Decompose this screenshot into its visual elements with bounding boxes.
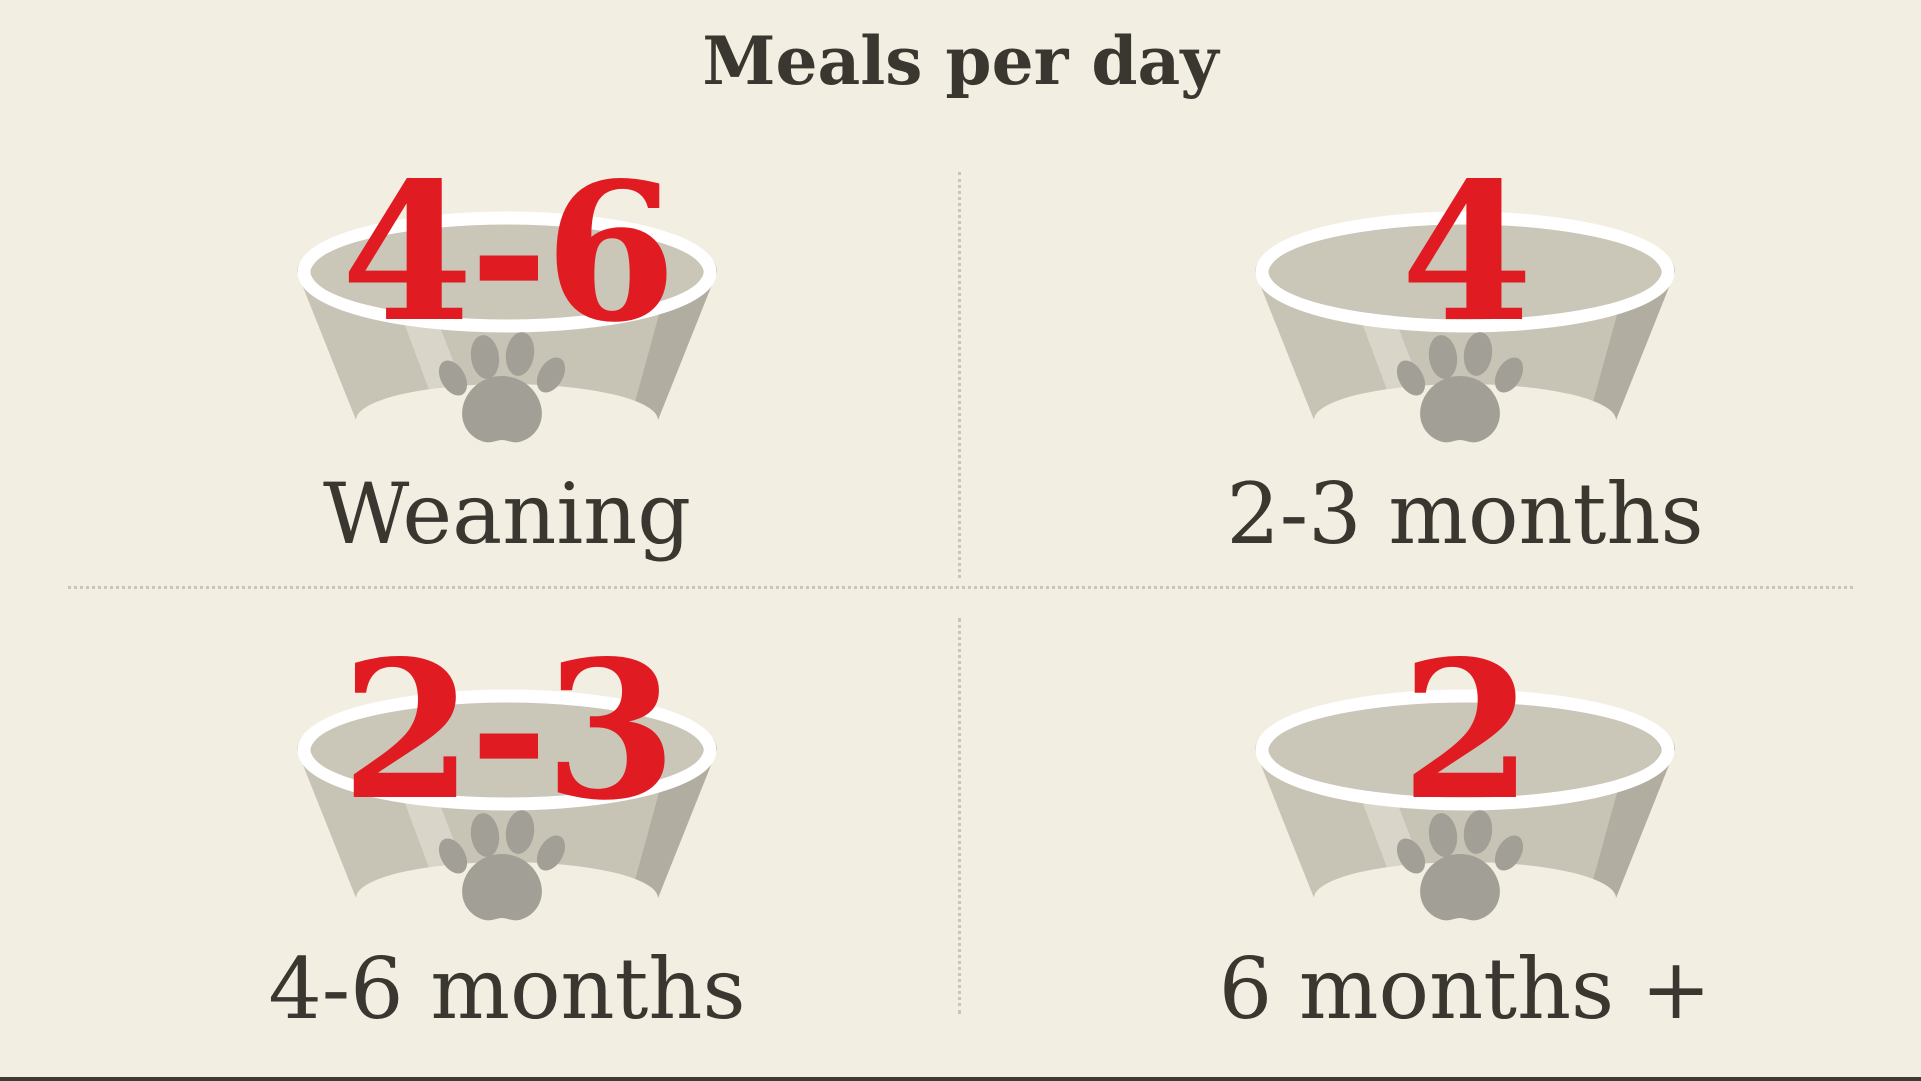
bottom-border-bar <box>0 1077 1921 1081</box>
divider-vertical-top <box>958 172 961 578</box>
bowl-rim <box>297 689 717 811</box>
bowl-interior <box>311 225 703 319</box>
meals-count-weaning: 4-6 <box>341 141 677 364</box>
card-weaning: 4-6 <box>292 158 722 460</box>
bowl-rim <box>1255 689 1675 811</box>
bowl-interior <box>1269 225 1661 319</box>
paw-print-icon <box>1396 810 1524 921</box>
meals-count-4-6-months: 2-3 <box>341 619 677 842</box>
divider-horizontal <box>68 586 1853 589</box>
bowl-interior <box>1269 703 1661 797</box>
card-2-3-months: 4 <box>1250 158 1680 460</box>
dog-bowl-icon <box>297 689 717 921</box>
card-6-months-plus: 2 <box>1250 636 1680 938</box>
card-label-2-3-months: 2-3 months <box>1226 465 1704 563</box>
card-label-6-months-plus: 6 months + <box>1218 940 1712 1038</box>
paw-print-icon <box>438 332 566 443</box>
bowl-rim <box>1255 211 1675 333</box>
meals-count-2-3-months: 4 <box>1400 141 1533 364</box>
paw-print-icon <box>1396 332 1524 443</box>
bowl-rim <box>297 211 717 333</box>
card-label-4-6-months: 4-6 months <box>268 940 746 1038</box>
paw-print-icon <box>438 810 566 921</box>
card-label-weaning: Weaning <box>322 465 692 563</box>
meals-count-6-months-plus: 2 <box>1400 619 1533 842</box>
card-4-6-months: 2-3 <box>292 636 722 938</box>
bowl-interior <box>311 703 703 797</box>
dog-bowl-icon <box>297 211 717 443</box>
page-title: Meals per day <box>702 22 1219 100</box>
dog-bowl-icon <box>1255 689 1675 921</box>
dog-bowl-icon <box>1255 211 1675 443</box>
divider-vertical-bottom <box>958 618 961 1014</box>
